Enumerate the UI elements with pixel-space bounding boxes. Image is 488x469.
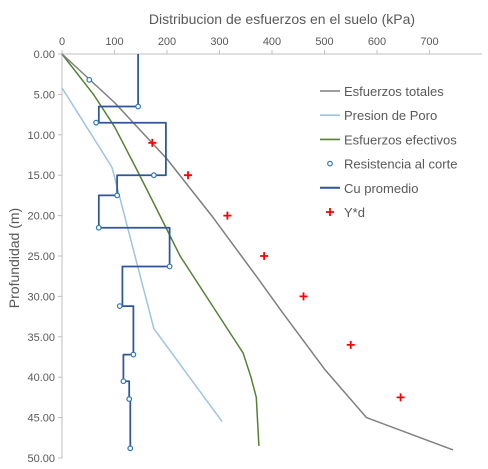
series-line-esfuerzos-efectivos	[61, 53, 260, 446]
series-point-y-d	[396, 393, 405, 402]
legend-label-esfuerzos-totales: Esfuerzos totales	[344, 84, 444, 99]
series-point-resistencia-al-corte	[86, 76, 93, 83]
legend-swatch-y-d	[326, 208, 334, 216]
legend-label-resistencia-al-corte: Resistencia al corte	[344, 157, 457, 172]
legend-swatch-resistencia-al-corte	[327, 160, 333, 167]
series-point-resistencia-al-corte	[95, 224, 102, 231]
legend-label-presion-de-poro: Presion de Poro	[344, 108, 437, 123]
chart-title: Distribucion de esfuerzos en el suelo (k…	[149, 11, 415, 27]
x-tick-label: 400	[263, 36, 281, 48]
y-axis: 0.00 5.00 10.00 15.00 20.00 25.00 30.00 35.00 40…	[27, 49, 63, 465]
x-tick-label: 300	[210, 36, 228, 48]
y-tick-label: 45.00	[27, 413, 55, 425]
series-point-y-d	[299, 292, 308, 301]
series-point-resistencia-al-corte	[114, 192, 121, 199]
y-tick-label: 25.00	[27, 251, 55, 263]
series-point-resistencia-al-corte	[126, 396, 133, 402]
series-point-resistencia-al-corte	[120, 378, 127, 385]
x-tick-label: 100	[105, 36, 123, 48]
x-tick-label: 600	[368, 36, 386, 48]
y-tick-label: 15.00	[27, 170, 55, 182]
series-point-y-d	[223, 211, 232, 220]
series-point-y-d	[346, 340, 355, 349]
series-point-resistencia-al-corte	[127, 445, 134, 452]
legend-label-cu-promedio: Cu promedio	[344, 181, 418, 196]
plot-area	[61, 53, 454, 452]
y-tick-label: 20.00	[27, 211, 55, 223]
series-line-presion-de-poro	[61, 87, 223, 423]
x-tick-label: 700	[420, 36, 438, 48]
series-point-resistencia-al-corte	[166, 263, 173, 270]
x-tick-label: 0	[59, 36, 65, 48]
y-tick-label: 5.00	[34, 89, 55, 101]
y-tick-label: 40.00	[27, 372, 55, 384]
series-point-y-d	[260, 252, 269, 260]
legend-label-esfuerzos-efectivos: Esfuerzos efectivos	[344, 132, 457, 147]
series-point-resistencia-al-corte	[130, 351, 137, 358]
series-point-resistencia-al-corte	[93, 119, 100, 126]
series-point-resistencia-al-corte	[116, 303, 123, 309]
series-point-resistencia-al-corte	[135, 103, 142, 110]
y-tick-label: 0.00	[34, 49, 55, 61]
series-point-y-d	[184, 171, 192, 180]
series-point-y-d	[148, 138, 157, 147]
x-axis: 0 100 200 300 400 500 600 700	[59, 36, 482, 55]
y-axis-label: Profundidad (m)	[6, 208, 22, 308]
y-tick-label: 50.00	[27, 453, 55, 465]
legend: Esfuerzos totales Presion de Poro Esfuerzo…	[320, 84, 457, 220]
y-tick-label: 30.00	[27, 291, 55, 303]
series-line-esfuerzos-totales	[61, 53, 454, 451]
x-tick-label: 200	[158, 36, 176, 48]
x-tick-label: 500	[315, 36, 333, 48]
y-tick-label: 10.00	[27, 130, 55, 142]
y-tick-label: 35.00	[27, 332, 55, 344]
legend-label-y-d: Y*d	[344, 205, 365, 220]
series-point-resistencia-al-corte	[150, 172, 157, 179]
